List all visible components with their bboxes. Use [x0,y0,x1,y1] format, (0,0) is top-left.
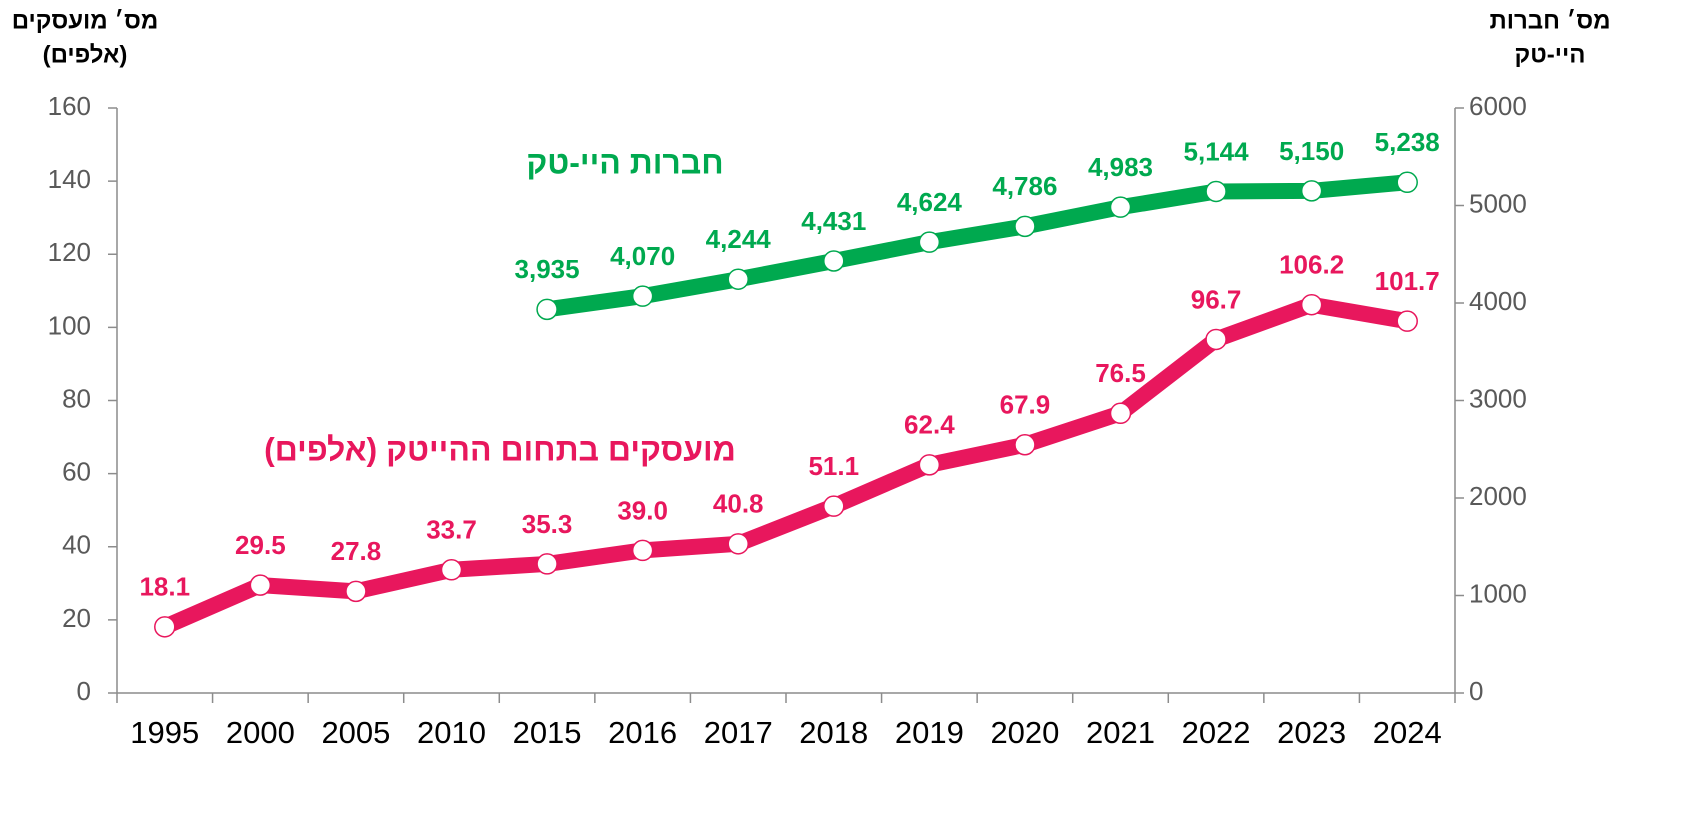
y2-tick-label: 5000 [1469,188,1527,218]
y-tick-label: 20 [62,603,91,633]
data-label: 4,070 [610,241,675,271]
y-tick-label: 140 [48,164,91,194]
point [1205,328,1227,351]
y2-tick-label: 0 [1469,676,1483,706]
x-tick-label: 2018 [799,715,868,750]
x-tick-label: 2024 [1373,715,1442,750]
x-tick-label: 2016 [608,715,677,750]
data-label: 106.2 [1279,250,1344,280]
point [536,553,558,575]
x-tick-label: 2015 [513,715,582,750]
data-label: 101.7 [1375,266,1440,296]
x-tick-label: 2020 [990,715,1059,750]
x-tick-label: 2022 [1182,715,1251,750]
y2-axis-title: היי-טק [1515,41,1586,68]
point [918,454,941,476]
x-tick-label: 2023 [1277,715,1346,750]
point [631,539,654,562]
point [823,250,845,272]
point [1205,180,1227,203]
x-tick-label: 1995 [130,715,199,750]
series-line [156,296,1416,635]
data-label: 76.5 [1095,358,1146,388]
x-tick-label: 2019 [895,715,964,750]
point [1300,293,1323,316]
data-label: 5,150 [1279,136,1344,166]
y2-tick-label: 1000 [1469,578,1527,608]
data-label: 35.3 [522,509,573,539]
data-label: 27.8 [331,536,382,566]
series-line [539,174,1416,318]
point [1300,180,1323,202]
point [1396,310,1418,332]
y-tick-label: 40 [62,530,91,560]
y-tick-label: 120 [48,237,91,267]
point [1109,402,1132,425]
y-tick-label: 100 [48,310,91,340]
data-label: 40.8 [713,489,764,519]
y-tick-label: 60 [62,457,91,487]
y-tick-label: 80 [62,383,91,413]
data-label: 4,786 [992,171,1057,201]
data-label: 3,935 [515,254,580,284]
data-label: 67.9 [1000,390,1051,420]
point [440,559,463,581]
y-axis-title: (אלפים) [43,41,128,68]
point [727,268,749,290]
point [631,285,654,307]
data-label: 51.1 [808,451,859,481]
data-label: 29.5 [235,530,286,560]
point [1109,196,1132,218]
point [154,616,176,638]
data-label: 39.0 [617,495,668,525]
data-label: 4,244 [706,224,772,254]
data-label: 4,431 [801,206,866,236]
point [1014,433,1036,456]
x-tick-label: 2021 [1086,715,1155,750]
data-label: 4,983 [1088,152,1153,182]
data-label: 4,624 [897,187,963,217]
point [249,574,272,596]
data-label: 96.7 [1191,284,1242,314]
series-label: מועסקים בתחום ההייטק (אלפים) [264,431,736,467]
y2-tick-label: 2000 [1469,481,1527,511]
point [1396,171,1418,194]
data-label: 5,144 [1184,136,1250,166]
point [727,533,749,555]
y2-tick-label: 6000 [1469,91,1527,121]
series-label: חברות היי-טק [526,144,723,180]
y-tick-label: 160 [48,91,91,121]
point [345,580,367,603]
y2-tick-label: 3000 [1469,383,1527,413]
y-tick-label: 0 [77,676,91,706]
x-tick-label: 2017 [704,715,773,750]
y2-axis-title: מס׳ חברות [1489,7,1610,34]
x-tick-label: 2000 [226,715,295,750]
data-label: 33.7 [426,515,477,545]
y-axis-title: מס׳ מועסקים [12,7,159,34]
x-tick-label: 2010 [417,715,486,750]
data-label: 18.1 [139,572,190,602]
point [918,231,941,253]
y2-tick-label: 4000 [1469,286,1527,316]
point [1014,215,1036,238]
point [536,298,558,321]
point [823,495,845,517]
x-tick-label: 2005 [321,715,390,750]
data-label: 5,238 [1375,127,1440,157]
data-label: 62.4 [904,410,955,440]
